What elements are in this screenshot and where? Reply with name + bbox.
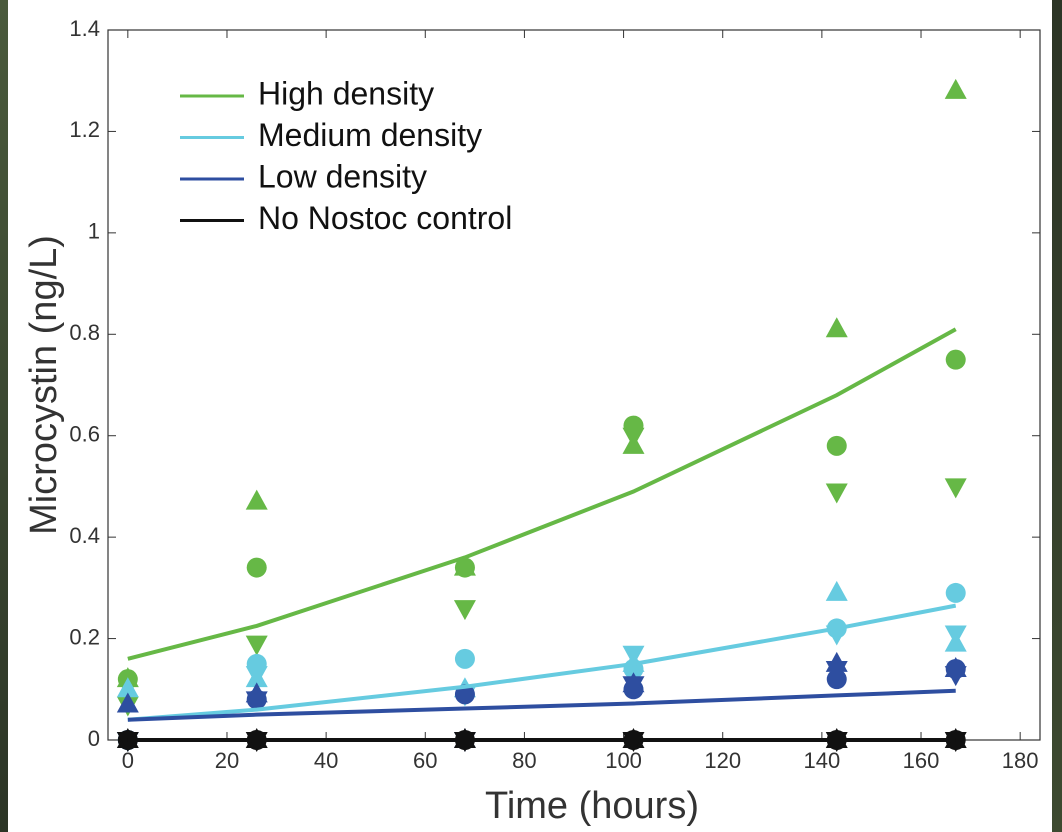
data-point — [826, 435, 847, 456]
x-tick-label: 180 — [1002, 748, 1039, 773]
x-tick-label: 0 — [122, 748, 134, 773]
fit-line — [127, 327, 957, 661]
y-tick-label: 0.4 — [69, 523, 100, 548]
x-axis-label: Time (hours) — [485, 785, 699, 827]
data-point — [622, 427, 645, 448]
legend-label: Low density — [258, 158, 427, 194]
x-tick-label: 80 — [512, 748, 536, 773]
legend-label: Medium density — [258, 117, 482, 153]
y-tick-label: 0.2 — [69, 624, 100, 649]
data-point — [245, 635, 268, 656]
data-point — [944, 666, 967, 687]
data-point — [116, 677, 139, 698]
data-point — [454, 684, 475, 705]
data-point — [246, 557, 267, 578]
y-tick-label: 0.6 — [69, 422, 100, 447]
legend-label: No Nostoc control — [258, 200, 512, 236]
x-tick-label: 160 — [903, 748, 940, 773]
y-tick-label: 1.4 — [69, 16, 100, 41]
data-point — [245, 489, 268, 510]
x-tick-label: 120 — [704, 748, 741, 773]
fit-line — [127, 603, 957, 722]
x-tick-label: 140 — [804, 748, 841, 773]
data-point — [245, 666, 268, 687]
data-point — [245, 691, 268, 712]
x-tick-label: 20 — [215, 748, 239, 773]
data-point — [453, 600, 476, 621]
data-point — [825, 483, 848, 504]
data-point — [453, 555, 476, 576]
legend-label: High density — [258, 75, 434, 111]
data-point — [622, 676, 645, 697]
data-point — [825, 661, 848, 681]
fit-line — [127, 688, 956, 722]
y-tick-label: 1 — [88, 219, 100, 244]
data-point — [944, 478, 967, 499]
data-point — [622, 645, 645, 666]
x-tick-label: 100 — [605, 748, 642, 773]
y-tick-label: 0 — [88, 726, 100, 751]
data-point — [944, 78, 967, 99]
y-tick-label: 1.2 — [69, 117, 100, 142]
data-point — [825, 317, 848, 338]
data-point — [116, 692, 139, 713]
data-point — [945, 349, 966, 370]
x-tick-label: 40 — [314, 748, 338, 773]
data-point — [944, 625, 967, 646]
x-tick-label: 60 — [413, 748, 437, 773]
data-point — [454, 648, 475, 669]
y-tick-label: 0.8 — [69, 320, 100, 345]
y-axis-label: Microcystin (ng/L) — [23, 235, 65, 535]
data-point — [116, 667, 139, 688]
data-point — [825, 580, 848, 601]
data-point — [945, 582, 966, 603]
